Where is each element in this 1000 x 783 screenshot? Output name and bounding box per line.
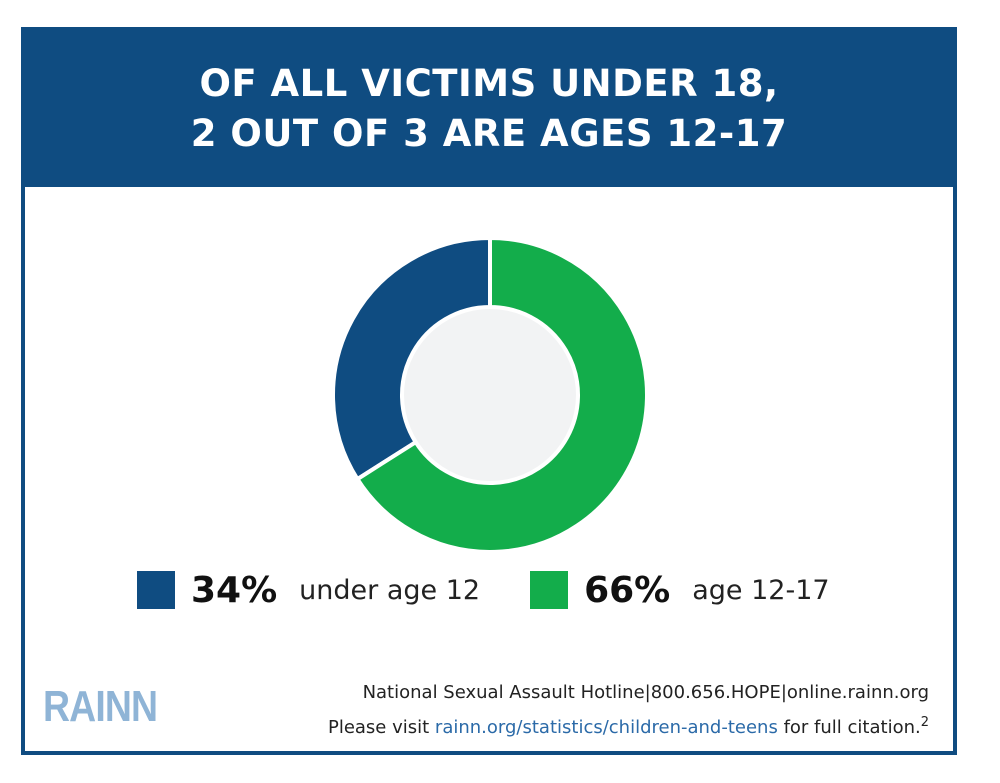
rainn-logo: RAINN [43, 682, 158, 731]
donut-chart [331, 235, 649, 554]
donut-slice-age-12-17 [354, 235, 649, 554]
donut-slice-under-12 [331, 235, 492, 482]
header-banner: OF ALL VICTIMS UNDER 18, 2 OUT OF 3 ARE … [25, 31, 953, 187]
infographic-card: OF ALL VICTIMS UNDER 18, 2 OUT OF 3 ARE … [21, 27, 957, 755]
legend-percent: 34% [191, 569, 278, 611]
legend-label: age 12-17 [692, 574, 830, 606]
citation-link[interactable]: rainn.org/statistics/children-and-teens [434, 717, 778, 738]
legend-swatch-green [530, 571, 569, 609]
legend-swatch-navy [137, 571, 175, 609]
citation-text: Please visit rainn.org/statistics/childr… [328, 715, 929, 738]
legend-label: under age 12 [299, 574, 481, 606]
legend-percent: 66% [584, 569, 671, 611]
visit-prefix: Please visit [327, 717, 435, 738]
hotline-text: National Sexual Assault Hotline|800.656.… [362, 682, 929, 703]
title-line-1: OF ALL VICTIMS UNDER 18, [199, 62, 779, 105]
legend-item-under-12: 34% under age 12 [137, 570, 480, 611]
donut-hole [404, 309, 576, 481]
chart-legend: 34% under age 12 66% age 12-17 [137, 568, 880, 612]
citation-number: 2 [920, 715, 929, 730]
legend-item-12-17: 66% age 12-17 [530, 570, 830, 611]
title-line-2: 2 OUT OF 3 ARE AGES 12-17 [190, 112, 788, 155]
visit-suffix: for full citation. [777, 717, 921, 738]
